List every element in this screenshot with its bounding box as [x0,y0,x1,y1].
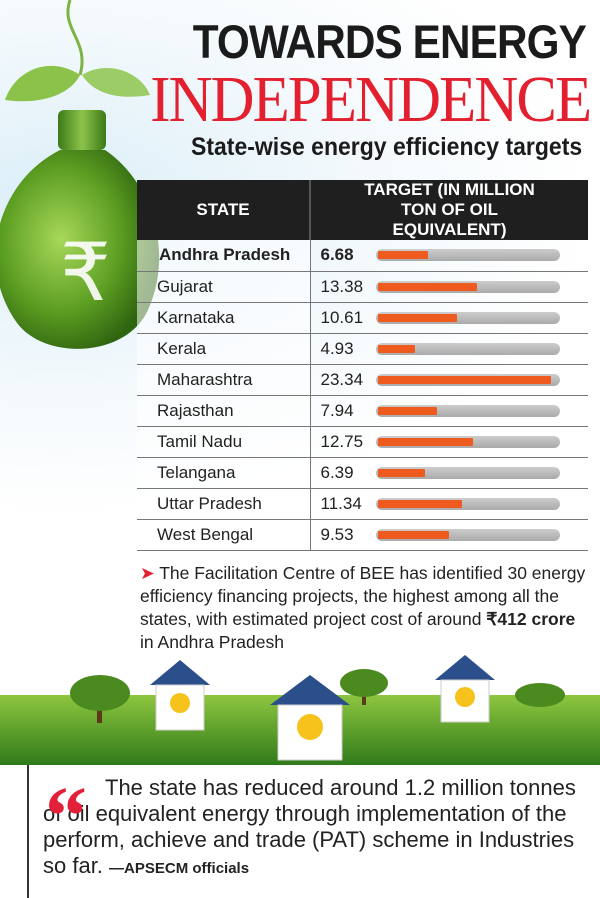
bar-track [376,311,560,324]
target-value: 9.53 [310,519,376,551]
bar-track [376,497,560,510]
bar-cell [376,519,588,551]
target-value: 12.75 [310,426,376,458]
target-value: 6.39 [310,457,376,489]
table-row: Rajasthan 7.94 [137,395,588,427]
bar-track [376,466,560,479]
bar-cell [376,271,588,303]
title-line-2: INDEPENDENCE [149,63,592,136]
table-row: Maharashtra 23.34 [137,364,588,396]
state-name: Gujarat [137,271,311,303]
bar-fill [378,313,457,322]
note-body: The Facilitation Centre of BEE has ident… [140,563,586,629]
house-bulb-icon [435,655,495,723]
table-row: Kerala 4.93 [137,333,588,365]
state-name: Andhra Pradesh [137,240,311,272]
bar-cell [376,457,588,489]
bar-fill [378,251,428,260]
state-name: Maharashtra [137,364,311,396]
state-name: Karnataka [137,302,311,334]
bar-track [376,373,560,386]
column-header-target: TARGET (IN MILLION TON OF OIL EQUIVALENT… [309,180,588,240]
bar-track [376,435,560,448]
bar-track [376,280,560,293]
state-name: Kerala [137,333,311,365]
state-name: Rajasthan [137,395,311,427]
state-name: West Bengal [137,519,311,551]
target-value: 10.61 [310,302,376,334]
bar-track [376,528,560,541]
state-name: Tamil Nadu [137,426,311,458]
targets-table: STATE TARGET (IN MILLION TON OF OIL EQUI… [137,180,588,551]
table-row: Uttar Pradesh 11.34 [137,488,588,520]
quote-text: The state has reduced around 1.2 million… [43,775,576,878]
quote-box: “ The state has reduced around 1.2 milli… [27,765,600,898]
title-line-1: TOWARDS ENERGY [192,15,587,68]
bar-track [376,249,560,262]
bar-fill [378,344,415,353]
table-row: Andhra Pradesh 6.68 [137,240,588,272]
state-name: Telangana [137,457,311,489]
table-row: Gujarat 13.38 [137,271,588,303]
bar-fill [378,468,426,477]
subtitle: State-wise energy efficiency targets [190,133,582,161]
bar-track [376,342,560,355]
tree-icon [340,669,388,705]
bar-cell [376,364,588,396]
bar-cell [376,426,588,458]
bar-fill [378,437,473,446]
state-name: Uttar Pradesh [137,488,311,520]
note-end: in Andhra Pradesh [140,632,284,652]
bar-fill [378,499,463,508]
target-value: 13.38 [310,271,376,303]
bar-track [376,404,560,417]
house-bulb-icon [150,660,210,731]
table-row: Karnataka 10.61 [137,302,588,334]
target-value: 11.34 [310,488,376,520]
table-row: West Bengal 9.53 [137,519,588,551]
table-row: Telangana 6.39 [137,457,588,489]
target-value: 7.94 [310,395,376,427]
bar-fill [378,530,449,539]
column-header-state: STATE [137,180,310,240]
bar-cell [376,240,588,272]
table-row: Tamil Nadu 12.75 [137,426,588,458]
house-bulb-icon [270,675,350,761]
bar-cell [376,395,588,427]
target-value: 4.93 [310,333,376,365]
bar-cell [376,333,588,365]
note-bold-amount: ₹412 crore [486,609,576,629]
bar-fill [378,406,437,415]
bar-fill [378,282,478,291]
bar-cell [376,302,588,334]
target-value: 6.68 [310,240,376,272]
note-text: ➤ The Facilitation Centre of BEE has ide… [140,562,590,654]
arrow-icon: ➤ [140,563,155,583]
bar-fill [378,375,552,384]
tree-icon [70,675,130,723]
quote-source: —APSECM officials [109,860,250,877]
lightbulb-rupee-icon: ₹ [0,0,160,349]
svg-text:₹: ₹ [60,226,111,319]
quote-mark-icon: “ [45,770,87,863]
bar-cell [376,488,588,520]
target-value: 23.34 [310,364,376,396]
landscape-illustration [0,655,600,765]
